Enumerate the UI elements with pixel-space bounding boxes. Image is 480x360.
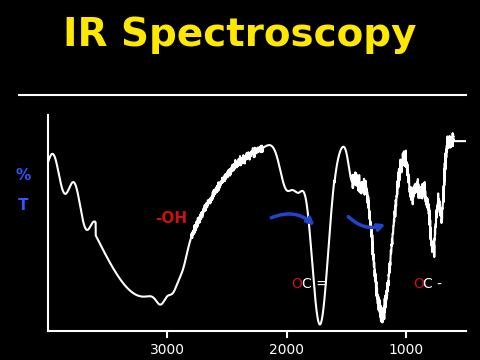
Text: IR Spectroscopy: IR Spectroscopy <box>63 16 417 54</box>
Text: %: % <box>15 168 31 183</box>
Text: C =: C = <box>302 277 332 291</box>
Text: O: O <box>413 277 424 291</box>
Text: C -: C - <box>423 277 446 291</box>
Text: O: O <box>291 277 302 291</box>
Text: T: T <box>18 198 28 213</box>
Text: -OH: -OH <box>156 211 188 226</box>
